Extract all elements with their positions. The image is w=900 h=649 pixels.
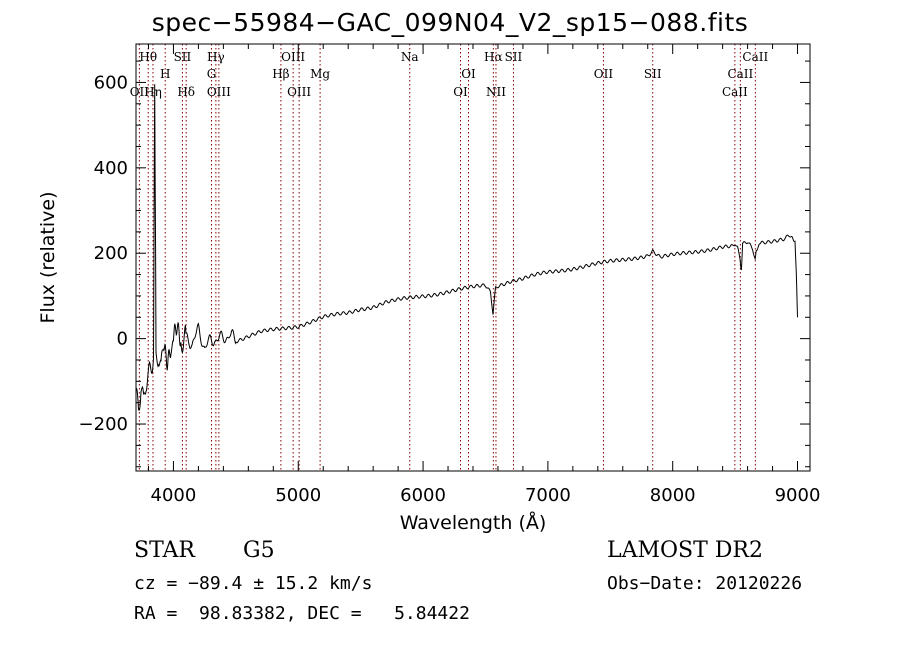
x-tick-label: 6000	[400, 485, 446, 506]
spectral-line-label: Hγ	[207, 50, 225, 64]
y-tick-label: 0	[117, 329, 128, 350]
spectral-line-label: CaII	[727, 67, 753, 81]
x-tick-label: 5000	[275, 485, 321, 506]
spectral-line-label: Hθ	[139, 50, 157, 64]
x-tick-label: 8000	[650, 485, 696, 506]
observation-date: Obs−Date: 20120226	[607, 573, 803, 594]
spectral-line-label: CaII	[742, 50, 768, 64]
spectral-line-label: CaII	[722, 85, 748, 99]
x-tick-label: 7000	[525, 485, 571, 506]
y-tick-label: 400	[94, 158, 128, 179]
spectral-line-label: Hα	[484, 50, 503, 64]
spectral-line-label: OII	[130, 85, 150, 99]
spectral-line-label: SII	[174, 50, 192, 64]
x-axis-label: Wavelength (Å)	[400, 511, 547, 534]
spectral-line-label: Na	[401, 50, 419, 64]
chart-title: spec−55984−GAC_099N04_V2_sp15−088.fits	[151, 8, 749, 37]
x-tick-label: 9000	[775, 485, 821, 506]
plot-frame	[135, 43, 811, 472]
spectral-line-label: G	[207, 67, 217, 81]
spectral-line-label: SII	[644, 67, 662, 81]
survey-name: LAMOST DR2	[607, 538, 763, 563]
spectral-line-label: OI	[461, 67, 476, 81]
object-subclass: G5	[243, 538, 275, 563]
spectral-line-label: OI	[453, 85, 468, 99]
object-class: STAR	[134, 538, 195, 563]
y-tick-label: 600	[94, 72, 128, 93]
spectral-line-label: Hβ	[272, 67, 289, 81]
spectral-line-label: Mg	[310, 67, 330, 81]
spectral-line-label: OII	[594, 67, 614, 81]
spectral-line-label: H	[160, 67, 170, 81]
spectral-line-label: Hδ	[177, 85, 195, 99]
spectral-line-label: NII	[486, 85, 506, 99]
x-tick-label: 4000	[151, 485, 197, 506]
coordinates: RA = 98.83382, DEC = 5.84422	[134, 603, 470, 624]
spectral-line-label: OIII	[207, 85, 231, 99]
redshift-cz: cz = −89.4 ± 15.2 km/s	[134, 573, 373, 594]
spectrum-line	[135, 84, 798, 411]
spectral-line-label: OIII	[281, 50, 305, 64]
y-axis-label: Flux (relative)	[37, 191, 59, 323]
y-tick-label: −200	[79, 414, 128, 435]
y-tick-label: 200	[94, 243, 128, 264]
spectral-line-label: Hη	[144, 85, 162, 99]
spectral-line-label: OIII	[287, 85, 311, 99]
spectral-line-label: SII	[505, 50, 523, 64]
